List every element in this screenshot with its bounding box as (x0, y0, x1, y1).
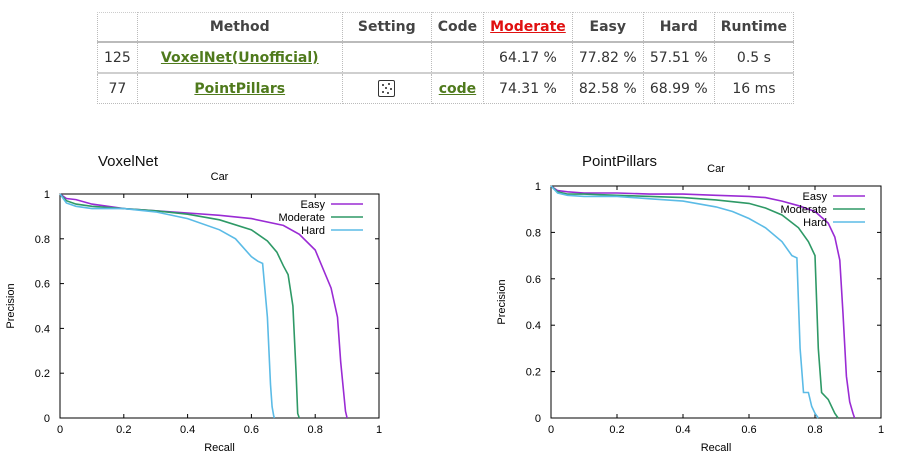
setting-cell (341, 42, 432, 74)
chart-title: Car (707, 163, 725, 175)
y-axis-label: Precision (5, 283, 17, 328)
x-tick-label: 0.8 (807, 424, 822, 436)
series-line-moderate (59, 193, 301, 419)
header-code[interactable]: Code (430, 12, 485, 43)
y-tick-label: 0.8 (526, 227, 541, 239)
hard-cell: 57.51 % (642, 42, 715, 74)
caption-pointpillars: PointPillars (582, 153, 658, 170)
voxelnet-chart: 0 0.2 0.4 0.6 0.8 1 0 0.2 0.4 0.6 0.8 1 Car Recall Pre… (5, 171, 382, 454)
x-tick-label: 0 (548, 424, 554, 436)
x-tick-label: 0.2 (609, 424, 624, 436)
runtime-cell: 16 ms (713, 73, 795, 104)
y-tick-label: 0.6 (526, 274, 541, 286)
results-table: Method Setting Code Moderate Easy Hard R… (97, 12, 795, 104)
series-line-easy (550, 185, 856, 419)
legend-label-easy: Easy (803, 191, 828, 203)
y-tick-label: 1 (44, 189, 50, 201)
x-tick-label: 0.4 (675, 424, 690, 436)
y-tick-label: 1 (535, 181, 541, 193)
table-row: 125 VoxelNet(Unofficial) 64.17 % 77.82 %… (97, 42, 795, 74)
pointpillars-chart: 0 0.2 0.4 0.6 0.8 1 0 0.2 0.4 0.6 0.8 1 Car Recall Pre… (496, 163, 884, 454)
header-runtime[interactable]: Runtime (713, 12, 795, 43)
caption-voxelnet: VoxelNet (98, 153, 159, 170)
header-method[interactable]: Method (136, 12, 343, 43)
plot-frame (550, 185, 882, 419)
moderate-cell: 74.31 % (483, 73, 573, 104)
y-tick-label: 0.4 (35, 323, 50, 335)
hard-cell: 68.99 % (642, 73, 715, 104)
x-tick-label: 0.4 (180, 424, 195, 436)
legend-label-hard: Hard (301, 225, 325, 237)
x-tick-label: 0.6 (244, 424, 259, 436)
x-tick-label: 0.2 (116, 424, 131, 436)
moderate-cell: 64.17 % (483, 42, 573, 74)
series-line-easy (59, 193, 348, 419)
y-tick-label: 0 (535, 413, 541, 425)
x-tick-label: 0 (57, 424, 63, 436)
rank-cell: 125 (97, 42, 138, 74)
legend-label-hard: Hard (803, 217, 827, 229)
setting-cell (341, 73, 432, 104)
method-link-pointpillars[interactable]: PointPillars (194, 80, 286, 97)
code-link-pointpillars[interactable]: code (438, 80, 477, 97)
y-axis-label: Precision (496, 279, 508, 324)
chart-title: Car (211, 171, 229, 183)
runtime-cell: 0.5 s (713, 42, 795, 74)
y-tick-label: 0.2 (526, 367, 541, 379)
series-line-hard (59, 193, 276, 419)
y-tick-label: 0.8 (35, 234, 50, 246)
x-tick-label: 1 (376, 424, 382, 436)
code-cell (430, 42, 485, 74)
x-tick-label: 0.8 (308, 424, 323, 436)
legend-label-moderate: Moderate (279, 212, 325, 224)
x-axis-label: Recall (701, 442, 732, 454)
series-line-hard (550, 185, 819, 419)
y-tick-label: 0 (44, 413, 50, 425)
y-tick-label: 0.6 (35, 279, 50, 291)
rank-cell: 77 (97, 73, 138, 104)
x-tick-label: 0.6 (741, 424, 756, 436)
laser-points-icon (378, 80, 396, 97)
y-tick-label: 0.2 (35, 368, 50, 380)
plot-frame (59, 193, 380, 419)
y-tick-label: 0.4 (526, 320, 541, 332)
header-hard[interactable]: Hard (642, 12, 715, 43)
easy-cell: 77.82 % (571, 42, 644, 74)
table-row: 77 PointPillars code 74.31 % 82.58 % 68.… (97, 73, 795, 104)
easy-cell: 82.58 % (571, 73, 644, 104)
legend-label-moderate: Moderate (781, 204, 827, 216)
legend-label-easy: Easy (301, 199, 326, 211)
header-setting[interactable]: Setting (341, 12, 432, 43)
series-line-moderate (550, 185, 839, 419)
x-axis-label: Recall (204, 442, 235, 454)
x-tick-label: 1 (878, 424, 884, 436)
header-rank (97, 12, 138, 43)
table-header-row: Method Setting Code Moderate Easy Hard R… (97, 12, 795, 43)
method-link-voxelnet[interactable]: VoxelNet(Unofficial) (160, 49, 319, 66)
